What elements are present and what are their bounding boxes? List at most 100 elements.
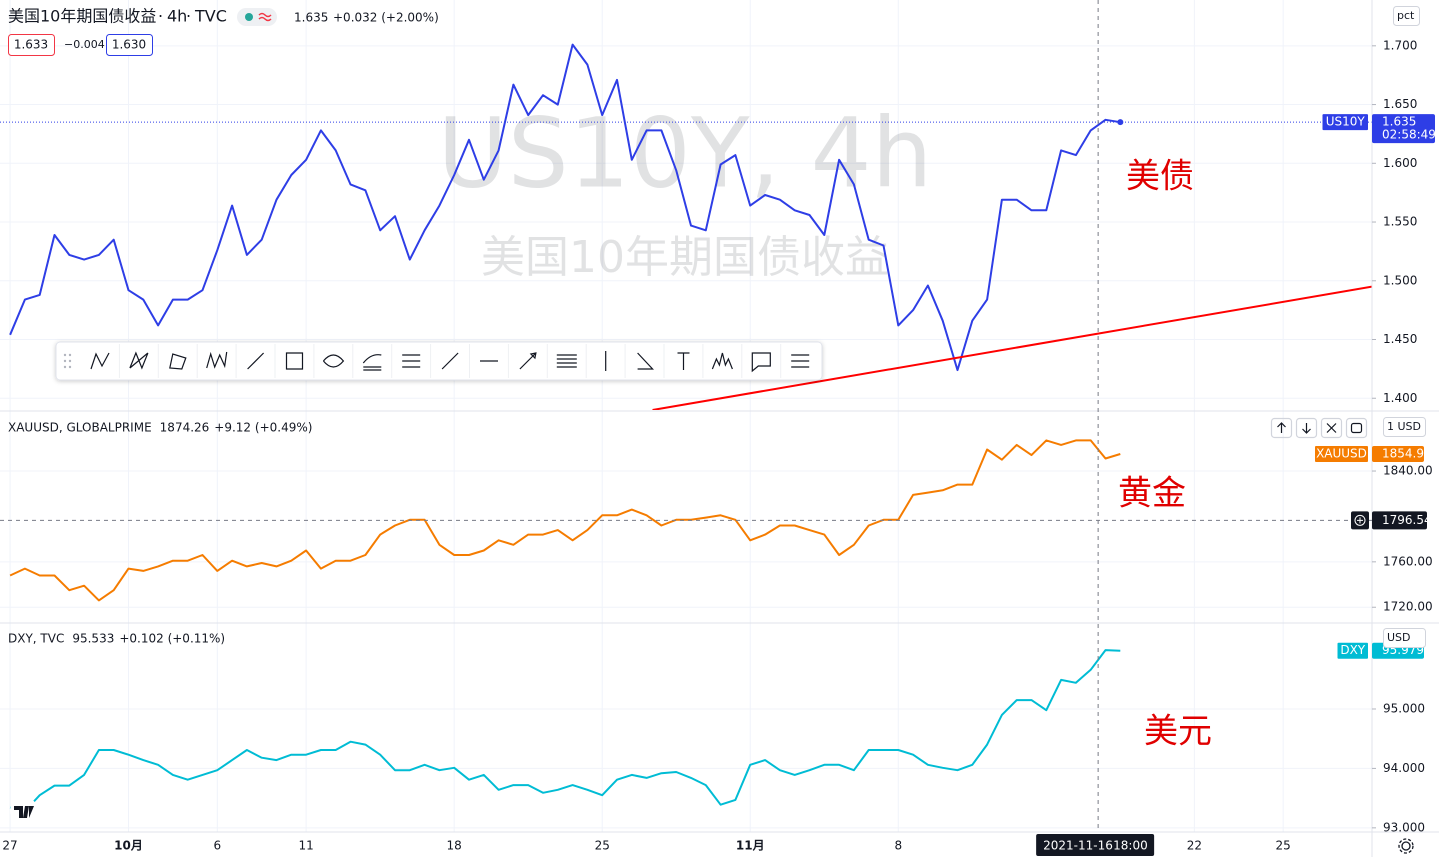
drawing-toolbar (55, 341, 823, 381)
legend-change: +9.12 (+0.49%) (214, 421, 312, 435)
crosshair-date-tag (1036, 834, 1155, 856)
data-status-icon (258, 12, 272, 22)
icon (1350, 422, 1363, 434)
series-line (9, 649, 1121, 813)
tool-icon (90, 352, 110, 370)
ask: 1.630 (112, 38, 146, 52)
legend-value: 1874.26 (160, 421, 210, 435)
x-tick-label: 27 (2, 839, 17, 853)
settings-button[interactable] (1398, 838, 1414, 854)
x-tick-label: 6 (213, 839, 221, 853)
tool-icon (129, 351, 149, 370)
crosshair-time: 18:00 (1113, 839, 1148, 853)
scale-button[interactable] (1393, 6, 1420, 26)
move-up-button[interactable] (1270, 417, 1293, 439)
tool-button[interactable] (549, 344, 585, 378)
x-tick-label: 25 (1276, 839, 1291, 853)
pane-title: XAUUSD, GLOBALPRIME (8, 421, 152, 435)
drag-handle[interactable] (63, 353, 72, 369)
annotation: 美债 (1126, 157, 1194, 197)
tool-button[interactable] (315, 344, 351, 378)
last-point (1117, 119, 1124, 126)
scale-label: USD (1387, 631, 1411, 644)
move-down-button[interactable] (1295, 417, 1318, 439)
header: 美国10年期国债收益 · 4h · TVC 1.635 +0.032 (+2.0… (8, 7, 439, 56)
trendline (652, 285, 1372, 410)
scale-button[interactable] (1383, 628, 1426, 648)
series-line (9, 439, 1121, 602)
pane-plot (0, 43, 1372, 410)
tool-button[interactable] (277, 344, 313, 378)
status-chip[interactable] (237, 8, 277, 26)
series-name-tag (1337, 642, 1368, 659)
tool-button[interactable] (354, 344, 390, 378)
tool-button[interactable] (160, 344, 196, 378)
x-tick-label: 11 (298, 839, 313, 853)
y-tick-label: 1.700 (1383, 38, 1417, 52)
watermark-symbol: US10Y, 4h (438, 97, 933, 209)
symbol-name[interactable]: 美国10年期国债收益 (8, 7, 156, 26)
x-tick-label: 18 (447, 839, 462, 853)
x-tick-label: 10月 (114, 839, 143, 853)
y-tick-label: 1720.00 (1383, 600, 1433, 614)
pane-plot (9, 439, 1121, 602)
last-value: 1854.98 (1382, 447, 1432, 461)
market-status-dot (245, 13, 253, 21)
tool-icon (677, 352, 690, 370)
spread: −0.004 (64, 38, 105, 51)
series-line (9, 43, 1121, 372)
annotation: 美元 (1144, 712, 1212, 752)
crosshair-price-tag (1372, 511, 1427, 530)
tool-icon (751, 352, 771, 373)
tool-icon (247, 352, 265, 370)
x-tick-label: 8 (894, 839, 902, 853)
separator: · (158, 7, 163, 26)
last-price: 1.635 (294, 11, 328, 25)
tool-icon (362, 354, 382, 371)
y-tick-label: 1.550 (1383, 215, 1417, 229)
tool-button[interactable] (704, 344, 740, 378)
series-name: DXY (1340, 643, 1365, 657)
price-change: +0.032 (+2.00%) (333, 11, 439, 25)
tool-icon (285, 352, 304, 370)
y-tick-label: 93.000 (1383, 820, 1425, 834)
scale-button[interactable] (1383, 417, 1426, 437)
last-value-tag (1372, 114, 1435, 144)
icon (1277, 422, 1286, 433)
y-tick-label: 1.500 (1383, 273, 1417, 287)
toolbar-background (55, 341, 823, 381)
annotation: 黄金 (1118, 474, 1186, 514)
series-name-tag (1322, 114, 1368, 131)
icon (1302, 423, 1311, 434)
exchange: TVC (194, 7, 227, 26)
x-tick-label: 22 (1187, 839, 1202, 853)
bid-box[interactable] (8, 34, 55, 56)
crosshair-price: 1796.54 (1382, 513, 1432, 527)
crosshair-date: 2021-11-16 (1043, 839, 1113, 853)
ask-box[interactable] (106, 34, 153, 56)
tool-icon (169, 353, 187, 370)
close-pane-button[interactable] (1320, 417, 1343, 439)
separator: · (186, 7, 191, 26)
tradingview-logo[interactable] (10, 797, 38, 825)
add-alert-icon (1357, 517, 1363, 524)
tool-icon (711, 352, 733, 370)
series-name: US10Y (1326, 115, 1366, 129)
plot (0, 43, 1372, 813)
x-tick-label: 11月 (736, 839, 765, 853)
tool-icon (441, 352, 459, 370)
interval[interactable]: 4h (167, 7, 187, 26)
icon (1326, 423, 1337, 433)
y-tick-label: 1840.00 (1383, 464, 1433, 478)
series-name: XAUUSD (1316, 447, 1367, 461)
add-alert-icon (1354, 514, 1366, 526)
pane-plot (9, 649, 1121, 813)
tool-icon (637, 352, 654, 370)
y-tick-label: 1.600 (1383, 156, 1417, 170)
tool-button[interactable] (743, 344, 779, 378)
y-tick-label: 1760.00 (1383, 554, 1433, 568)
bar-countdown: 02:58:49 (1382, 128, 1436, 142)
y-tick-label: 1.400 (1383, 391, 1417, 405)
maximize-pane-button[interactable] (1345, 417, 1368, 439)
